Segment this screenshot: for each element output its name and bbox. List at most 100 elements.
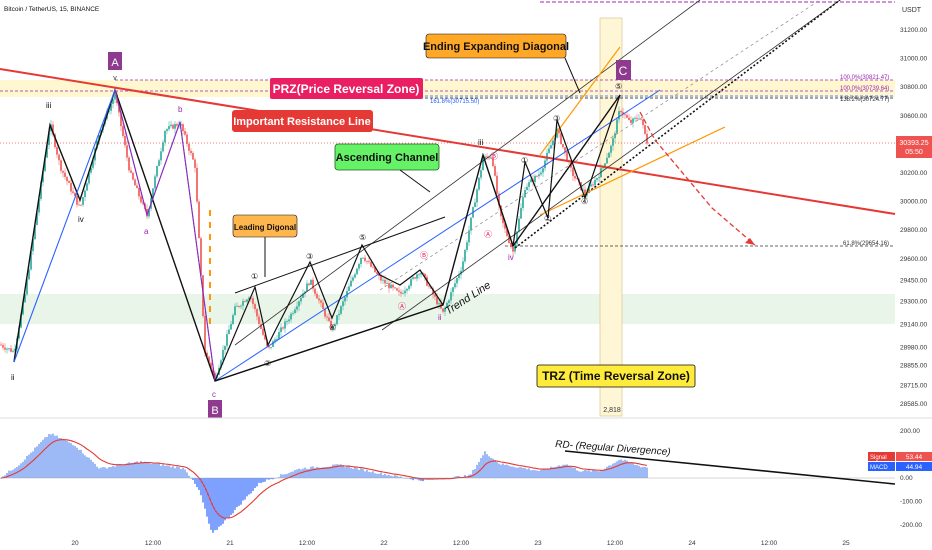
candle-body — [428, 285, 430, 287]
macd-histogram-bar — [566, 464, 568, 478]
macd-histogram-bar — [200, 478, 202, 496]
candle-body — [528, 182, 530, 187]
candle-body — [628, 117, 630, 120]
macd-histogram-bar — [384, 473, 386, 478]
candle-body — [416, 274, 418, 279]
leading-diagonal-label[interactable]: Leading Digonal — [232, 214, 298, 238]
candle-body — [72, 191, 74, 193]
candle-body — [402, 293, 404, 295]
time-tick-label: 25 — [842, 540, 850, 547]
candle-body — [476, 189, 478, 203]
sub-wave-e2: ② — [544, 214, 551, 223]
candle-body — [320, 300, 322, 303]
macd-histogram-bar — [64, 439, 66, 478]
candle-body — [406, 288, 408, 291]
channel-mid-line[interactable] — [214, 89, 661, 382]
macd-histogram-bar — [508, 465, 510, 478]
candle-body — [26, 279, 28, 295]
candle-body — [644, 125, 646, 134]
ending-diagonal-label[interactable]: Ending Expanding Diagonal — [423, 33, 569, 59]
candle-body — [390, 284, 392, 289]
macd-histogram-bar — [28, 454, 30, 478]
macd-histogram-bar — [314, 468, 316, 478]
macd-histogram-bar — [286, 473, 288, 478]
macd-histogram-bar — [280, 474, 282, 478]
macd-histogram-bar — [196, 478, 198, 488]
macd-histogram-bar — [596, 471, 598, 478]
macd-histogram-bar — [358, 469, 360, 478]
macd-histogram-bar — [464, 474, 466, 478]
candle-body — [192, 153, 194, 160]
important-resistance-line[interactable] — [0, 68, 896, 215]
sub-wave-e1: ① — [521, 156, 528, 165]
time-tick-label: 22 — [380, 540, 388, 547]
macd-histogram-bar — [312, 466, 314, 478]
macd-histogram-bar — [526, 469, 528, 478]
macd-histogram-bar — [366, 469, 368, 478]
candle-body — [138, 188, 140, 197]
price-tick-label: 30200.00 — [900, 170, 927, 177]
price-tick-label: 31200.00 — [900, 27, 927, 34]
macd-histogram-bar — [236, 478, 238, 508]
macd-histogram-bar — [354, 467, 356, 478]
trend-line[interactable] — [514, 0, 841, 249]
candle-body — [296, 306, 298, 310]
macd-histogram-bar — [290, 471, 292, 478]
macd-histogram-bar — [404, 478, 406, 479]
macd-histogram-bar — [160, 465, 162, 478]
macd-value-badge: MACD 44.94 — [868, 462, 932, 471]
macd-histogram-bar — [76, 447, 78, 478]
macd-histogram-bar — [412, 478, 414, 481]
macd-histogram-bar — [372, 471, 374, 478]
candle-body — [334, 324, 336, 327]
candle-body — [312, 279, 314, 289]
candle-body — [492, 157, 494, 167]
candle-body — [604, 163, 606, 167]
candle-body — [318, 298, 320, 301]
macd-histogram-bar — [530, 470, 532, 478]
macd-histogram-bar — [84, 455, 86, 478]
macd-histogram-bar — [620, 459, 622, 478]
candle-body — [612, 138, 614, 146]
candle-body — [360, 257, 362, 265]
candle-body — [162, 142, 164, 152]
macd-histogram-bar — [320, 467, 322, 478]
macd-tick-label: 0.00 — [900, 475, 913, 482]
candle-body — [338, 313, 340, 316]
time-tick-label: 23 — [534, 540, 542, 547]
wave-label-iv: iv — [78, 215, 84, 224]
trz-label[interactable]: TRZ (Time Reversal Zone) — [536, 364, 696, 388]
macd-histogram-bar — [636, 464, 638, 478]
channel-upper-line[interactable] — [234, 0, 701, 346]
candle-body — [184, 131, 186, 135]
macd-signal-line — [0, 439, 648, 519]
svg-text:44.94: 44.94 — [906, 464, 923, 471]
prz-label[interactable]: PRZ(Price Reversal Zone) — [270, 78, 423, 99]
channel-label[interactable]: Ascending Channel — [334, 143, 440, 171]
macd-histogram-bar — [258, 478, 260, 483]
channel-lower-line[interactable] — [381, 0, 841, 331]
macd-histogram-bar — [136, 461, 138, 478]
candle-body — [326, 316, 328, 318]
macd-histogram-bar — [162, 464, 164, 478]
macd-histogram-bar — [274, 478, 276, 479]
macd-tick-label: -200.00 — [900, 522, 922, 529]
svg-text:TRZ (Time Reversal Zone): TRZ (Time Reversal Zone) — [542, 369, 690, 383]
macd-histogram-bar — [572, 467, 574, 478]
macd-histogram-bar — [328, 466, 330, 478]
candle-body — [6, 348, 8, 350]
macd-histogram-bar — [574, 467, 576, 478]
resistance-label[interactable]: Important Resistance Line — [232, 110, 373, 132]
macd-histogram-bar — [408, 478, 410, 479]
rd-divergence-line[interactable] — [564, 450, 896, 485]
macd-histogram-bar — [92, 462, 94, 478]
macd-histogram-bar — [270, 478, 272, 480]
candle-body — [324, 308, 326, 317]
macd-histogram-bar — [30, 452, 32, 478]
fib-label-3: 138.2%(30724.77) — [840, 97, 889, 103]
macd-histogram-bar — [272, 478, 274, 480]
candle-body — [92, 160, 94, 168]
svg-text:53.44: 53.44 — [906, 454, 923, 461]
macd-histogram-bar — [120, 464, 122, 478]
